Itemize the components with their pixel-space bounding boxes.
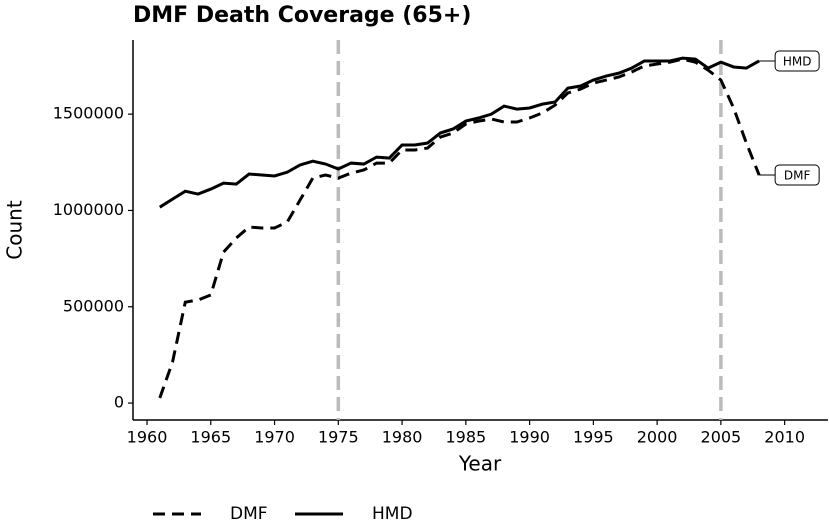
series-line bbox=[158, 57, 761, 399]
x-tick-label: 1990 bbox=[509, 428, 550, 447]
legend-label: HMD bbox=[372, 504, 413, 524]
x-tick-label: 1970 bbox=[254, 428, 295, 447]
x-tick-label: 1975 bbox=[318, 428, 359, 447]
x-tick-label: 2000 bbox=[637, 428, 678, 447]
end-label-box bbox=[774, 164, 820, 186]
y-tick-label: 1000000 bbox=[53, 200, 124, 219]
end-label-box bbox=[774, 50, 820, 72]
x-axis-label: Year bbox=[458, 452, 502, 476]
y-axis-label: Count bbox=[3, 200, 27, 260]
y-tick-label: 0 bbox=[114, 393, 124, 412]
y-tick-label: 1500000 bbox=[53, 104, 124, 123]
x-tick-label: 1960 bbox=[127, 428, 168, 447]
legend-label: DMF bbox=[230, 504, 268, 524]
x-tick-label: 1980 bbox=[382, 428, 423, 447]
chart-title: DMF Death Coverage (65+) bbox=[133, 3, 471, 28]
x-tick-label: 1965 bbox=[190, 428, 231, 447]
x-tick-label: 1985 bbox=[445, 428, 486, 447]
end-label: HMD bbox=[783, 54, 812, 68]
x-tick-label: 2005 bbox=[701, 428, 742, 447]
x-tick-label: 2010 bbox=[764, 428, 805, 447]
end-label: DMF bbox=[784, 169, 811, 183]
y-tick-label: 500000 bbox=[63, 296, 124, 315]
series-line bbox=[158, 56, 760, 209]
x-tick-label: 1995 bbox=[573, 428, 614, 447]
